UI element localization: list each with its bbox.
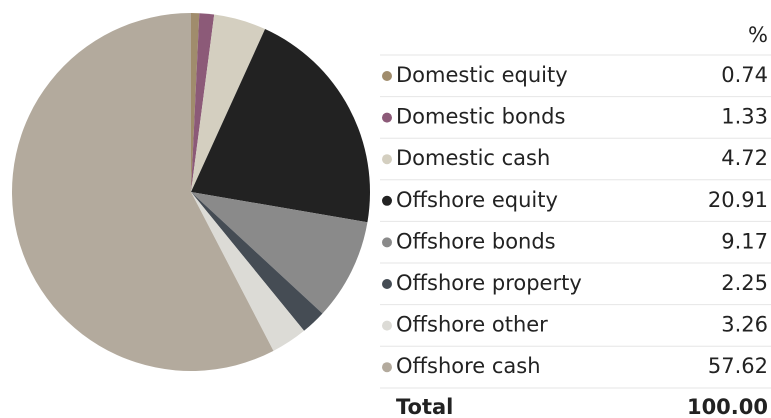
total-value: 100.00 <box>687 395 768 418</box>
pie-slice <box>191 192 323 331</box>
legend-label: Offshore other <box>396 313 548 337</box>
pie-slice <box>191 14 266 193</box>
value-label: 20.91 <box>708 188 768 212</box>
legend-label: Offshore cash <box>396 354 541 378</box>
legend-swatch <box>382 237 392 248</box>
legend-swatch <box>382 112 392 123</box>
pie-slice <box>191 192 305 351</box>
value-label: 1.33 <box>721 105 768 129</box>
legend-label: Offshore bonds <box>396 229 556 253</box>
value-label: 57.62 <box>708 354 768 378</box>
legend-swatch <box>382 154 392 165</box>
pie-slice <box>191 29 370 223</box>
legend-swatch <box>382 320 392 331</box>
value-label: 3.26 <box>721 313 768 337</box>
legend-swatch <box>382 362 392 373</box>
legend-label: Offshore property <box>396 271 582 295</box>
pie-slice <box>191 13 200 192</box>
legend-swatch <box>382 195 392 206</box>
total-label: Total <box>396 395 453 418</box>
value-header: % <box>748 23 768 47</box>
pie-slice <box>191 13 215 192</box>
legend-label: Offshore equity <box>396 188 558 212</box>
pie-slice <box>191 192 368 314</box>
pie-slice <box>12 13 274 371</box>
value-label: 0.74 <box>721 63 768 87</box>
legend-label: Domestic bonds <box>396 105 565 129</box>
legend-label: Domestic equity <box>396 63 568 87</box>
value-label: 2.25 <box>721 271 768 295</box>
value-label: 4.72 <box>721 146 768 170</box>
legend-swatch <box>382 71 392 81</box>
legend-swatch <box>382 279 392 289</box>
legend-label: Domestic cash <box>396 146 550 170</box>
value-label: 9.17 <box>721 229 768 253</box>
